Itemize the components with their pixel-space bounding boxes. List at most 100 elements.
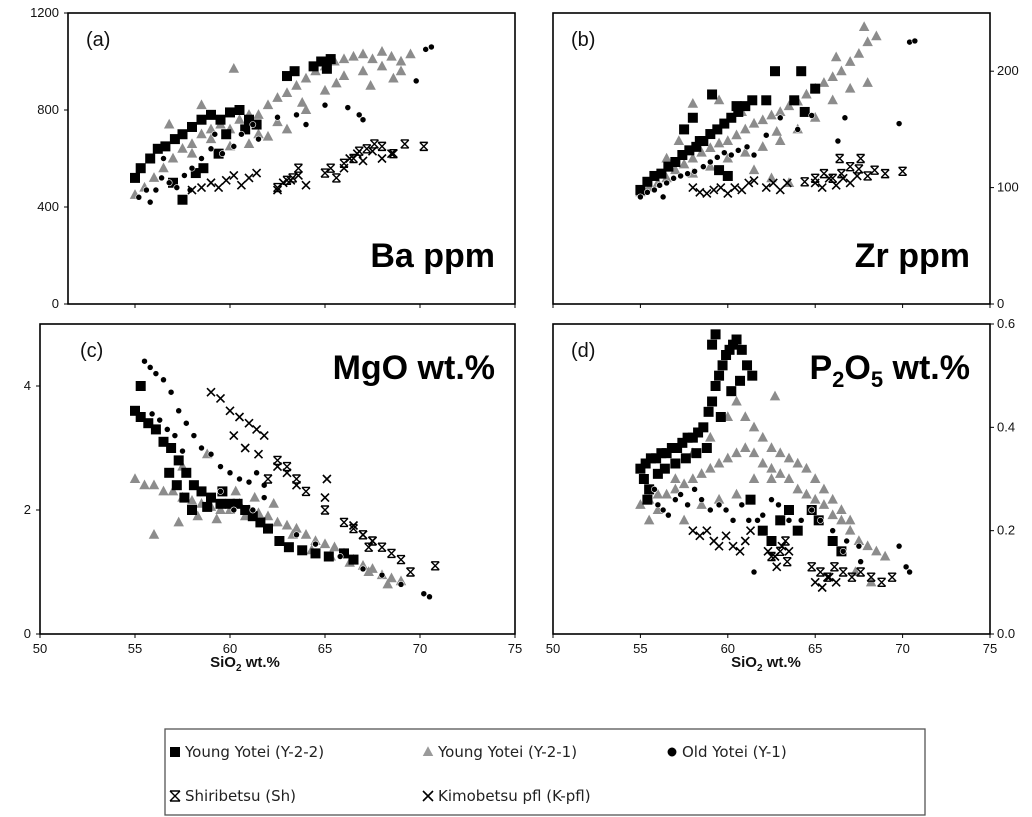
data-point — [229, 170, 239, 181]
data-point — [723, 188, 733, 198]
data-point — [158, 174, 165, 182]
data-point — [240, 505, 251, 515]
variable-label: MgO wt.% — [333, 349, 495, 387]
data-point — [887, 572, 897, 582]
data-point — [654, 501, 662, 509]
data-point — [187, 505, 197, 515]
data-point — [252, 424, 262, 434]
data-point — [405, 48, 416, 59]
data-point — [871, 545, 882, 556]
data-point — [731, 395, 742, 406]
data-point — [291, 80, 302, 90]
data-point — [705, 431, 716, 442]
data-point — [215, 504, 226, 514]
data-point — [782, 556, 792, 567]
data-point — [292, 474, 301, 484]
data-point — [130, 405, 140, 416]
data-point — [748, 421, 760, 432]
data-point — [761, 183, 771, 193]
data-point — [862, 540, 873, 551]
data-point — [699, 163, 707, 170]
data-point — [879, 550, 891, 561]
series-y21 — [635, 390, 891, 587]
data-point — [771, 125, 782, 136]
data-point — [698, 496, 705, 504]
plot-frame — [39, 323, 516, 635]
data-point — [661, 488, 672, 499]
data-point — [187, 121, 197, 132]
data-point — [730, 183, 740, 193]
data-point — [853, 47, 865, 58]
data-point — [249, 506, 257, 514]
data-point — [348, 520, 359, 531]
data-point — [272, 116, 283, 127]
data-point — [376, 60, 388, 71]
data-point — [234, 113, 245, 124]
data-point — [672, 443, 683, 453]
data-point — [706, 506, 714, 514]
data-point — [165, 179, 173, 187]
data-point — [706, 158, 714, 166]
data-point — [234, 105, 245, 115]
data-point — [243, 138, 255, 148]
data-point — [792, 483, 803, 494]
data-point — [800, 177, 810, 187]
data-point — [179, 492, 190, 503]
data-point — [196, 183, 207, 193]
data-point — [911, 37, 919, 45]
data-point — [638, 474, 649, 484]
data-point — [293, 170, 303, 181]
data-point — [687, 473, 699, 483]
data-point — [695, 187, 705, 197]
data-point — [308, 61, 319, 72]
data-point — [731, 101, 742, 112]
data-point — [705, 142, 716, 153]
data-point — [225, 107, 235, 118]
data-point — [215, 114, 226, 125]
data-point — [748, 473, 760, 483]
data-point — [198, 444, 205, 452]
y-tick-label: 2 — [24, 502, 31, 517]
data-point — [824, 173, 834, 183]
data-point — [761, 95, 772, 106]
data-point — [722, 152, 734, 163]
data-point — [783, 505, 794, 515]
data-point — [297, 545, 308, 556]
data-point — [829, 527, 837, 535]
x-tick-label: 60 — [223, 641, 237, 656]
data-point — [190, 168, 201, 179]
data-point — [182, 419, 190, 427]
data-point — [359, 565, 367, 573]
data-point — [762, 131, 770, 139]
series-y22 — [635, 66, 821, 195]
data-point — [774, 447, 786, 458]
data-point — [838, 567, 848, 577]
data-point — [186, 138, 198, 148]
data-point — [808, 506, 816, 514]
data-point — [714, 541, 724, 551]
data-point — [130, 172, 140, 183]
data-point — [857, 558, 864, 566]
data-point — [707, 339, 718, 350]
plot-frame — [552, 323, 991, 635]
data-point — [769, 390, 781, 401]
data-point — [677, 437, 688, 448]
data-point — [166, 443, 177, 453]
data-point — [252, 168, 262, 178]
data-point — [262, 99, 274, 110]
data-point — [274, 536, 285, 546]
y-tick-label: 0 — [997, 296, 1004, 311]
series-sh — [767, 536, 897, 588]
data-point — [207, 450, 215, 458]
data-point — [263, 474, 273, 484]
data-point — [853, 535, 865, 545]
y-tick-label: 0.2 — [997, 523, 1015, 538]
data-point — [780, 536, 790, 546]
data-point — [272, 462, 283, 472]
data-point — [735, 546, 745, 556]
data-point — [339, 548, 349, 559]
data-point — [727, 151, 735, 159]
data-point — [642, 176, 653, 187]
y-tick-label: 0.0 — [997, 626, 1015, 641]
data-point — [312, 540, 319, 548]
